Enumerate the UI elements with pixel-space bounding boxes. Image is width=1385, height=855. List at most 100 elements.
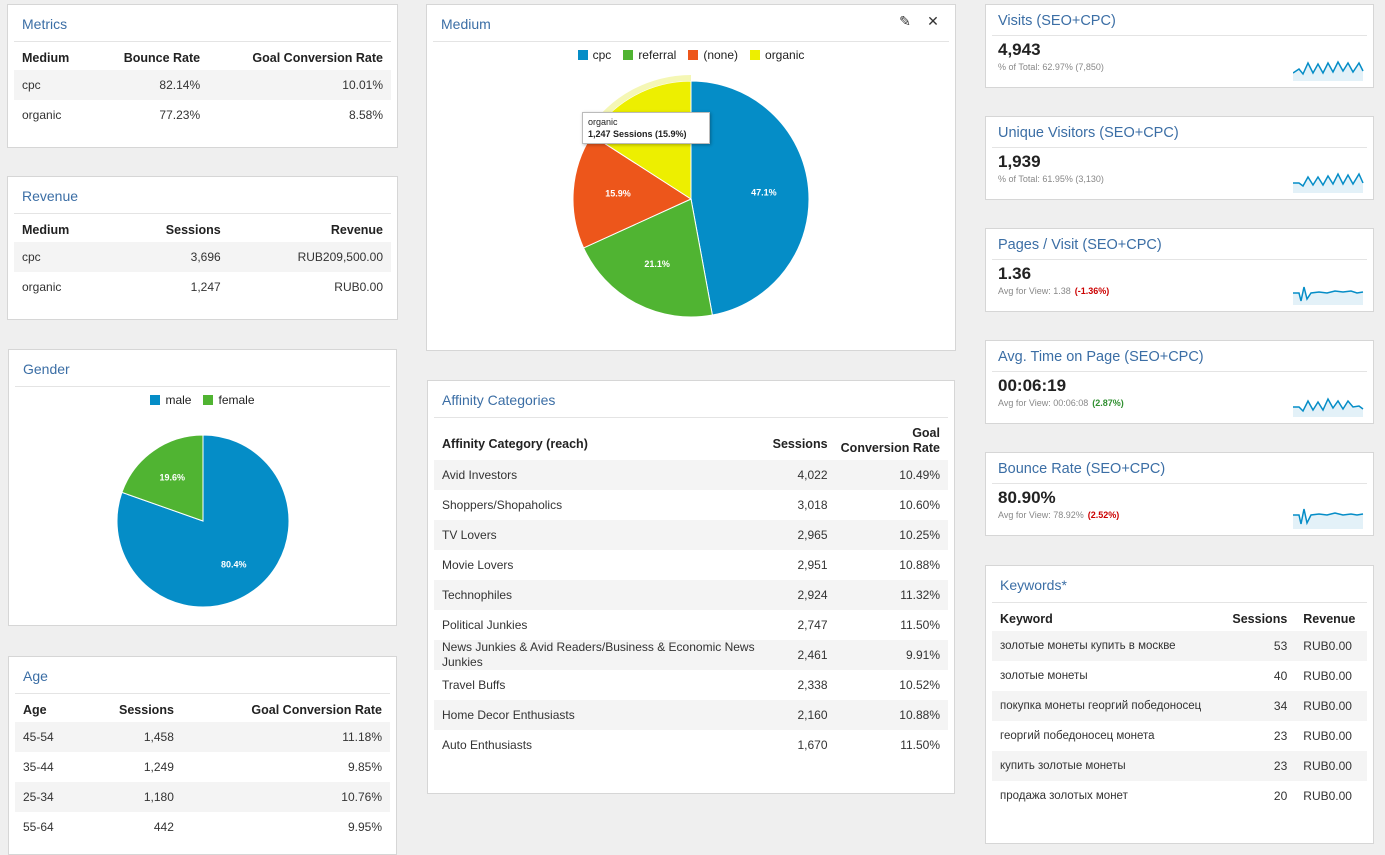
table-row: 45-54 1,458 11.18% — [15, 722, 390, 752]
column-header[interactable]: Medium — [22, 51, 70, 65]
slice-label: 47.1% — [751, 187, 777, 197]
legend-item[interactable]: referral — [623, 48, 676, 62]
pie-slice[interactable] — [121, 434, 204, 522]
legend-item[interactable]: organic — [750, 48, 804, 62]
column-header[interactable]: Medium — [22, 223, 70, 237]
edit-pencil-icon[interactable]: ✎ — [899, 13, 911, 29]
scorecard-body: Avg. Time on Page (SEO+CPC) 00:06:19 Avg f… — [992, 341, 1367, 410]
table-row: News Junkies & Avid Readers/Business & E… — [434, 640, 948, 670]
column-header[interactable]: Bounce Rate — [123, 51, 201, 65]
table-row: TV Lovers 2,965 10.25% — [434, 520, 948, 550]
metrics-widget: Metrics Medium Bounce Rate Goal Conversion… — [7, 4, 398, 148]
legend-item[interactable]: female — [203, 393, 255, 407]
table-row: Avid Investors 4,022 10.49% — [434, 460, 948, 490]
table-cell: 2,461 — [764, 640, 832, 670]
medium-widget: Medium ✎ ✕ cpc referral (none) organic 47.1… — [426, 4, 956, 351]
chart-tooltip: organic 1,247 Sessions (15.9%) — [582, 112, 710, 144]
widget-title: Age — [15, 657, 390, 694]
scorecard-value: 1.36 — [998, 264, 1032, 283]
table-row: cpc 3,696 RUB209,500.00 — [14, 242, 391, 272]
table-cell: 2,338 — [797, 678, 828, 692]
sparkline-chart — [1293, 172, 1364, 193]
gender-pie-chart: 80.4% 19.6% — [116, 434, 290, 608]
column-header[interactable]: Revenue — [330, 223, 383, 237]
close-icon[interactable]: ✕ — [927, 13, 939, 29]
pie-slice[interactable] — [582, 198, 713, 318]
slice-label: 21.1% — [644, 259, 670, 269]
table-cell: 1,249 — [143, 760, 174, 774]
table-cell: RUB0.00 — [1295, 691, 1367, 721]
table-cell: 10.76% — [181, 782, 390, 812]
scorecard-change: (2.87%) — [1092, 398, 1124, 408]
table-cell: 10.52% — [899, 678, 940, 692]
column-header[interactable]: Sessions — [119, 703, 174, 717]
legend-item[interactable]: cpc — [577, 48, 612, 62]
column-header[interactable]: Goal Conversion Rate — [832, 418, 948, 460]
gender-widget: Gender male female 80.4% 19.6% — [8, 349, 397, 626]
sparkline-line — [1293, 508, 1364, 526]
column-header[interactable]: Sessions — [165, 223, 221, 237]
table-cell: cpc — [14, 242, 116, 272]
table-cell: Avid Investors — [434, 460, 764, 490]
legend-item[interactable]: male — [150, 393, 191, 407]
sparkline-line — [1293, 397, 1364, 413]
legend-swatch — [623, 50, 634, 60]
table-cell: золотые монеты купить в москве — [992, 631, 1221, 661]
column-header[interactable]: Keyword — [1000, 612, 1053, 626]
metrics-table: Medium Bounce Rate Goal Conversion Rate cpc… — [14, 42, 391, 130]
scorecard-subtext: Avg for View: 00:06:08 (2.87%) — [992, 396, 1367, 410]
column-header[interactable]: Affinity Category (reach) — [442, 437, 588, 451]
table-row: 55-64 442 9.95% — [15, 812, 390, 842]
table-row: Home Decor Enthusiasts 2,160 10.88% — [434, 700, 948, 730]
sparkline-area — [1293, 174, 1363, 193]
column-header[interactable]: Goal Conversion Rate — [251, 703, 382, 717]
table-cell: 9.85% — [347, 760, 382, 774]
table-row: георгий победоносец монета 23 RUB0.00 — [992, 721, 1367, 751]
affinity-widget: Affinity Categories Affinity Category (r… — [427, 380, 955, 794]
sparkline-area — [1293, 287, 1363, 305]
scorecard-subtext: Avg for View: 78.92% (2.52%) — [992, 508, 1367, 522]
legend-item[interactable]: (none) — [688, 48, 738, 62]
column-header[interactable]: Revenue — [1303, 612, 1356, 626]
scorecard-value: 80.90% — [998, 488, 1056, 507]
revenue-table: Medium Sessions Revenue cpc 3,696 RUB209,500.… — [14, 214, 391, 302]
widget-title: Affinity Categories — [434, 381, 948, 418]
scorecard-comparison: % of Total: 61.95% (3,130) — [998, 174, 1104, 184]
table-cell: 3,018 — [797, 498, 828, 512]
table-cell: Technophiles — [434, 580, 764, 610]
table-row: Auto Enthusiasts 1,670 11.50% — [434, 730, 948, 760]
scorecard-value: 4,943 — [998, 40, 1041, 59]
column-header[interactable]: Age — [23, 703, 47, 717]
slice-hover-halo — [586, 75, 691, 136]
table-row: продажа золотых монет 20 RUB0.00 — [992, 781, 1367, 811]
column-header[interactable]: Goal Conversion Rate — [252, 51, 383, 65]
table-cell: 1,180 — [81, 782, 182, 812]
pie-slice[interactable] — [116, 434, 290, 608]
table-row: organic 77.23% 8.58% — [14, 100, 391, 130]
table-cell: RUB0.00 — [1303, 669, 1352, 683]
table-cell: Shoppers/Shopaholics — [442, 497, 563, 512]
table-cell: 442 — [153, 820, 174, 834]
table-cell: RUB0.00 — [334, 280, 383, 294]
table-cell: 2,924 — [764, 580, 832, 610]
legend-swatch — [750, 50, 761, 60]
table-cell: 11.32% — [831, 580, 948, 610]
table-cell: 2,951 — [797, 558, 828, 572]
sparkline-line — [1293, 172, 1364, 188]
column-header[interactable]: Sessions — [1232, 612, 1288, 626]
legend-swatch — [150, 395, 161, 405]
table-cell: 10.88% — [899, 558, 940, 572]
slice-label: 15.9% — [605, 189, 631, 199]
legend-label: cpc — [592, 48, 612, 62]
table-row: золотые монеты 40 RUB0.00 — [992, 661, 1367, 691]
table-row: 25-34 1,180 10.76% — [15, 782, 390, 812]
table-cell: RUB0.00 — [1303, 789, 1352, 803]
sparkline-chart — [1293, 397, 1364, 417]
pie-slice[interactable] — [690, 80, 810, 316]
table-row: покупка монеты георгий победоносец 34 RUB0… — [992, 691, 1367, 721]
affinity-table: Affinity Category (reach) Sessions Goal Con… — [434, 418, 948, 760]
column-header[interactable]: Sessions — [772, 437, 828, 451]
scorecard-change: (-1.36%) — [1074, 286, 1110, 296]
table-cell: 2,965 — [764, 520, 832, 550]
table-row: Technophiles 2,924 11.32% — [434, 580, 948, 610]
